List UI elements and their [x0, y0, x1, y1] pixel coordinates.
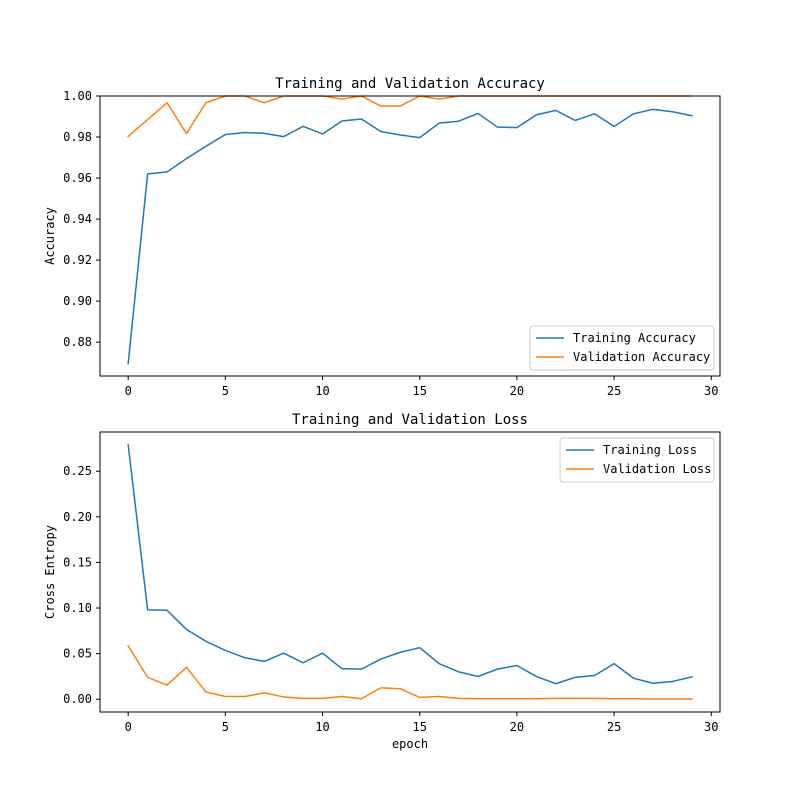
accuracy-x-tick-label: 5: [222, 384, 229, 398]
loss-y-tick-label: 0.00: [63, 692, 92, 706]
loss-x-ticks: 0 5 10 15 20 25 30: [125, 712, 718, 734]
accuracy-y-tick-label: 0.88: [63, 335, 92, 349]
accuracy-series-line-validation: [127, 95, 693, 138]
accuracy-chart-title: Training and Validation Accuracy: [275, 76, 545, 92]
loss-y-ticks: 0.00 0.05 0.10 0.15 0.20 0.25: [63, 464, 100, 706]
accuracy-legend: Training Accuracy Validation Accuracy: [529, 325, 715, 371]
accuracy-y-tick-label: 1.00: [63, 89, 92, 103]
loss-subplot: Training and Validation Loss 0 5 10 15 20 25 3…: [43, 412, 721, 751]
accuracy-series-layer: [127, 95, 693, 365]
accuracy-y-axis-label: Accuracy: [43, 207, 57, 265]
loss-legend: Training Loss Validation Loss: [559, 437, 715, 483]
loss-x-tick-label: 25: [607, 720, 621, 734]
accuracy-x-tick-label: 10: [315, 384, 329, 398]
accuracy-legend-label-training: Training Accuracy: [573, 331, 696, 345]
loss-series-line-training: [127, 443, 693, 685]
loss-x-tick-label: 20: [510, 720, 524, 734]
loss-y-tick-label: 0.20: [63, 510, 92, 524]
accuracy-legend-label-validation: Validation Accuracy: [573, 350, 710, 364]
accuracy-legend-box: [529, 325, 715, 371]
loss-axes-frame: [99, 431, 721, 713]
loss-chart-title: Training and Validation Loss: [292, 412, 528, 428]
loss-legend-box: [559, 437, 715, 483]
loss-x-tick-label: 15: [412, 720, 426, 734]
loss-y-tick-label: 0.15: [63, 555, 92, 569]
accuracy-y-ticks: 0.88 0.90 0.92 0.94 0.96 0.98 1.00: [63, 89, 100, 349]
loss-x-tick-label: 5: [222, 720, 229, 734]
loss-series-layer: [127, 443, 693, 700]
accuracy-y-tick-label: 0.98: [63, 130, 92, 144]
accuracy-y-tick-label: 0.94: [63, 212, 92, 226]
accuracy-x-tick-label: 0: [125, 384, 132, 398]
accuracy-x-ticks: 0 5 10 15 20 25 30: [125, 376, 718, 398]
accuracy-subplot: Training and Validation Accuracy 0 5 10 15 2…: [43, 76, 721, 398]
loss-y-tick-label: 0.10: [63, 601, 92, 615]
accuracy-x-tick-label: 30: [704, 384, 718, 398]
accuracy-series-line-training: [127, 108, 693, 365]
accuracy-y-tick-label: 0.90: [63, 294, 92, 308]
accuracy-x-tick-label: 20: [510, 384, 524, 398]
accuracy-x-tick-label: 25: [607, 384, 621, 398]
loss-x-tick-label: 10: [315, 720, 329, 734]
accuracy-x-tick-label: 15: [412, 384, 426, 398]
loss-legend-label-training: Training Loss: [603, 443, 697, 457]
loss-y-axis-label: Cross Entropy: [43, 525, 57, 619]
loss-legend-label-validation: Validation Loss: [603, 462, 711, 476]
loss-y-tick-label: 0.05: [63, 647, 92, 661]
loss-x-axis-label: epoch: [392, 737, 428, 751]
loss-series-line-validation: [127, 644, 693, 700]
accuracy-axes-frame: [99, 95, 721, 377]
loss-x-tick-label: 30: [704, 720, 718, 734]
loss-y-tick-label: 0.25: [63, 464, 92, 478]
loss-x-tick-label: 0: [125, 720, 132, 734]
accuracy-y-tick-label: 0.92: [63, 253, 92, 267]
accuracy-y-tick-label: 0.96: [63, 171, 92, 185]
